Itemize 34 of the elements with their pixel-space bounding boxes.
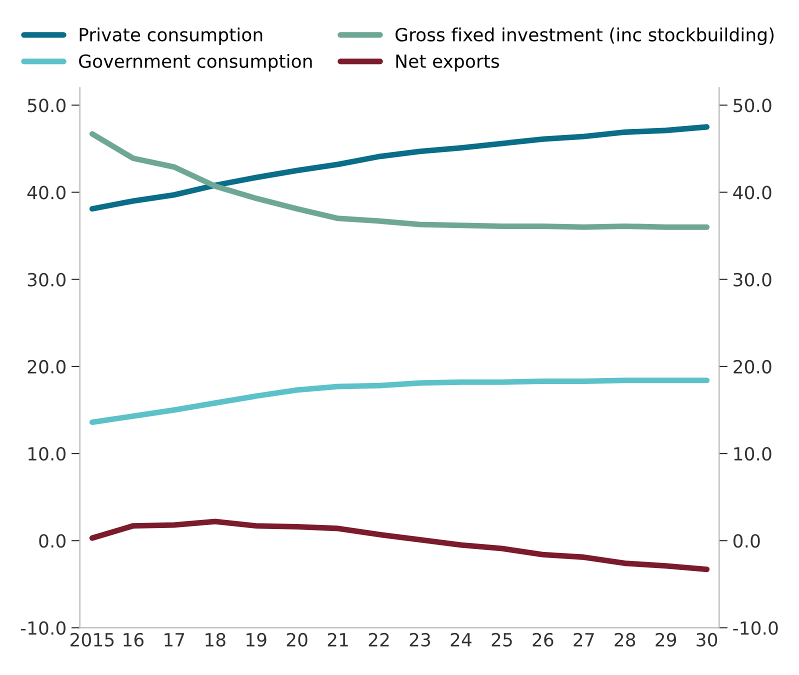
x-tick-label: 17 xyxy=(164,633,184,646)
x-tick-label: 23 xyxy=(410,632,430,647)
y-tick-label: 30.0 xyxy=(28,272,66,286)
x-tick-label: 18 xyxy=(206,632,226,647)
legend-label: Gross fixed investment (inc stockbuilding) xyxy=(396,28,774,45)
x-tick-label: 22 xyxy=(368,632,389,646)
y2-tick-label: -10.0 xyxy=(733,621,778,635)
x-tick-label: 27 xyxy=(574,632,594,646)
y2-tick-label: 30.0 xyxy=(734,272,772,286)
y2-tick-label: 10.0 xyxy=(734,447,772,461)
y-tick-label: 0.0 xyxy=(39,534,66,548)
x-tick-label: 26 xyxy=(532,632,554,647)
y-tick-label: 10.0 xyxy=(28,447,66,461)
y2-tick-label: 0.0 xyxy=(733,534,760,548)
y-tick-label: 20.0 xyxy=(28,360,66,374)
x-tick-label: 20 xyxy=(286,632,308,647)
x-tick-label: 19 xyxy=(246,632,266,647)
x-tick-label: 21 xyxy=(328,632,348,646)
legend-label: Net exports xyxy=(396,54,499,72)
y-tick-label: 50.0 xyxy=(28,98,66,112)
y-tick-label: 40.0 xyxy=(27,186,66,200)
y2-tick-label: 50.0 xyxy=(734,98,772,112)
x-tick-label: 25 xyxy=(492,632,512,647)
y-tick-label: -10.0 xyxy=(20,621,66,635)
x-tick-label: 30 xyxy=(696,632,718,647)
x-tick-label: 29 xyxy=(656,632,676,647)
legend-label: Government consumption xyxy=(79,54,312,72)
y2-tick-label: 40.0 xyxy=(733,186,772,200)
x-tick-label: 2015 xyxy=(70,632,114,647)
x-tick-label: 24 xyxy=(450,632,472,646)
x-tick-label: 28 xyxy=(614,632,636,647)
y2-tick-label: 20.0 xyxy=(734,360,772,374)
legend-label: Private consumption xyxy=(80,28,262,45)
x-tick-label: 16 xyxy=(124,632,144,647)
